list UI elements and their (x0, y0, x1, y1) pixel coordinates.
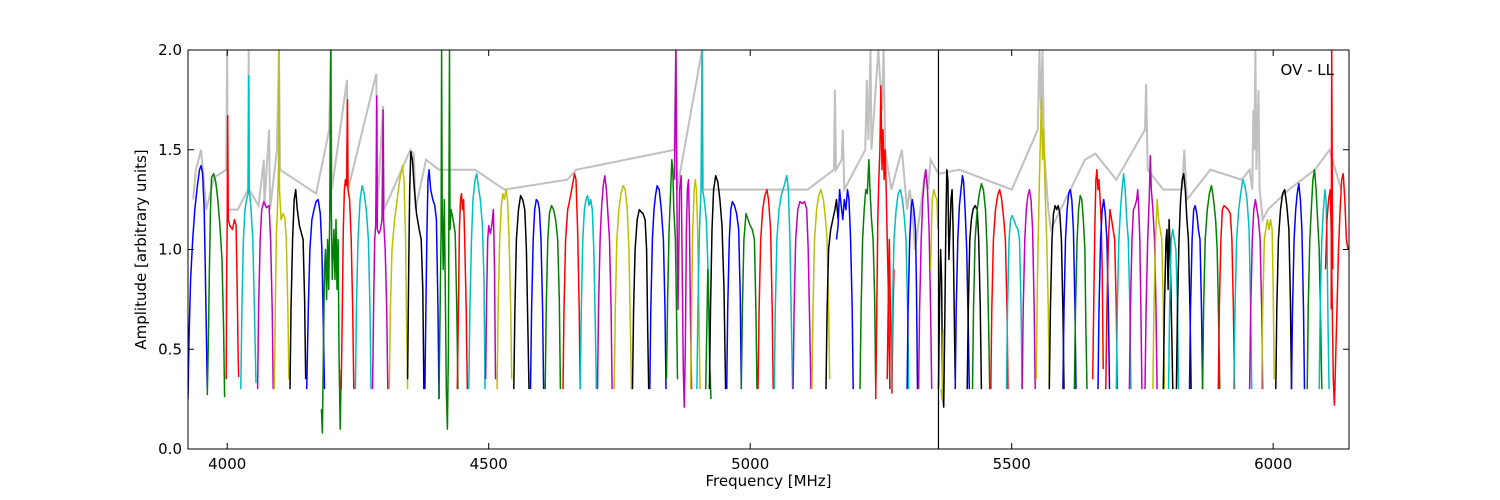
y-tick-label: 1.0 (158, 241, 182, 259)
plot-frame (187, 49, 1350, 450)
series-line-12 (388, 164, 409, 390)
series-line-39 (792, 200, 812, 390)
series-line-76 (1248, 198, 1264, 390)
series-line-78 (1275, 188, 1293, 390)
series-line-22 (544, 204, 562, 390)
series-line-2 (225, 115, 240, 380)
series-line-19 (496, 188, 513, 390)
series-line-11 (371, 95, 389, 390)
series-line-58 (1035, 97, 1051, 390)
series-line-53 (966, 204, 983, 390)
series-line-38 (773, 174, 794, 390)
x-tick-label: 6000 (1254, 455, 1292, 473)
series-line-44 (874, 85, 891, 400)
series-line-29 (665, 158, 679, 380)
series-line-9 (340, 99, 355, 390)
series-line-50 (937, 168, 956, 408)
x-tick-label: 4000 (208, 455, 246, 473)
series-line-57 (1021, 188, 1036, 390)
series-line-65 (1115, 172, 1132, 390)
series-line-6 (289, 188, 307, 390)
series-line-71 (1175, 172, 1192, 390)
series-line-42 (835, 188, 854, 390)
series-line-74 (1217, 204, 1236, 390)
series-line-15 (438, 50, 459, 430)
series-line-69 (1162, 218, 1174, 390)
series-line-28 (649, 184, 667, 390)
series-line-32 (696, 50, 711, 390)
series-layer (188, 50, 1349, 434)
series-line-79 (1290, 182, 1306, 390)
y-tick-label: 0.0 (158, 440, 182, 458)
series-line-25 (596, 174, 613, 390)
x-axis-label: Frequency [MHz] (705, 472, 831, 490)
series-line-21 (529, 198, 545, 390)
series-line-1 (206, 172, 226, 398)
series-line-5 (273, 50, 290, 390)
series-line-48 (917, 168, 933, 390)
series-line-30 (673, 50, 693, 408)
series-line-37 (757, 188, 774, 390)
series-line-51 (940, 329, 944, 400)
series-line-64 (1105, 208, 1119, 390)
series-line-14 (424, 168, 440, 400)
series-line-23 (562, 172, 581, 390)
panel-annotation: OV - LL (1281, 61, 1335, 79)
series-line-13 (406, 150, 425, 390)
series-line-7 (305, 198, 326, 390)
series-line-82 (1324, 172, 1349, 406)
background-trace-layer (192, 50, 1343, 250)
series-line-43 (859, 158, 877, 390)
series-line-60 (1062, 188, 1077, 390)
series-line-52 (954, 174, 971, 390)
series-line-27 (631, 208, 650, 390)
ticks-layer: 4000 4500 5000 5500 6000 0.0 0.5 1.0 1.5 2.0 (158, 41, 1349, 473)
series-line-49 (929, 188, 939, 270)
series-line-77 (1260, 218, 1275, 390)
series-line-83 (1330, 50, 1334, 310)
series-line-18 (484, 208, 497, 380)
series-line-56 (1005, 214, 1023, 390)
series-line-54 (971, 182, 991, 390)
series-line-4 (256, 200, 274, 390)
series-line-59 (1048, 204, 1065, 390)
series-line-73 (1201, 184, 1221, 390)
y-tick-label: 2.0 (158, 41, 182, 59)
x-tick-label: 4500 (470, 455, 508, 473)
series-line-75 (1233, 178, 1253, 390)
series-line-81 (1318, 188, 1330, 390)
series-line-72 (1188, 204, 1204, 390)
series-line-41 (825, 198, 839, 390)
series-line-55 (990, 188, 1009, 390)
series-line-35 (725, 200, 743, 390)
series-line-8 (320, 50, 342, 434)
series-line-34 (708, 174, 727, 390)
series-line-10 (354, 184, 372, 390)
y-tick-label: 0.5 (158, 340, 182, 358)
series-line-20 (513, 194, 530, 390)
series-line-80 (1306, 168, 1323, 390)
series-line-26 (613, 184, 633, 390)
series-line-16 (456, 192, 469, 390)
x-tick-label: 5500 (993, 455, 1031, 473)
series-line-17 (468, 172, 486, 390)
series-line-47 (906, 198, 919, 390)
x-tick-label: 5000 (731, 455, 769, 473)
background-trace (192, 50, 1343, 250)
series-line-3 (240, 75, 257, 390)
series-line-36 (740, 212, 758, 390)
series-line-68 (1152, 198, 1166, 390)
series-line-46 (890, 188, 910, 390)
series-line-61 (1073, 194, 1088, 390)
series-line-24 (579, 194, 598, 390)
y-axis-label: Amplitude [arbitrary units] (132, 149, 150, 349)
series-line-66 (1128, 188, 1143, 390)
y-tick-label: 1.5 (158, 141, 182, 159)
series-line-0 (188, 164, 209, 400)
